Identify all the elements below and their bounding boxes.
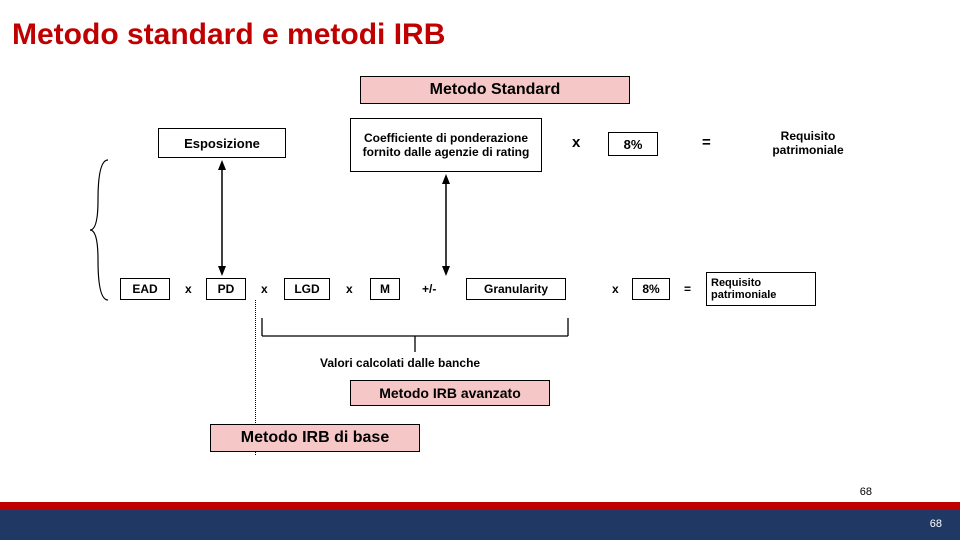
op-x-ead-pd: x (185, 282, 192, 296)
box-8pct-row1: 8% (608, 132, 658, 156)
box-m: M (370, 278, 400, 300)
box-irb-avanzato: Metodo IRB avanzato (350, 380, 550, 406)
op-x-pd-lgd: x (261, 282, 268, 296)
box-ead: EAD (120, 278, 170, 300)
page-number-b: 68 (930, 518, 942, 530)
op-eq-row2: = (684, 282, 691, 296)
footer-bar-red (0, 502, 960, 510)
op-x-gran-8: x (612, 282, 619, 296)
footer-bar-navy (0, 510, 960, 540)
box-esposizione: Esposizione (158, 128, 286, 158)
op-x-lgd-m: x (346, 282, 353, 296)
box-irb-base: Metodo IRB di base (210, 424, 420, 452)
op-pm: +/- (422, 282, 436, 296)
box-coefficiente: Coefficiente di ponderazione fornito dal… (350, 118, 542, 172)
page-number-a: 68 (860, 486, 872, 498)
page-title: Metodo standard e metodi IRB (12, 18, 445, 52)
header-metodo-standard: Metodo Standard (360, 76, 630, 104)
box-granularity: Granularity (466, 278, 566, 300)
box-8pct-row2: 8% (632, 278, 670, 300)
box-lgd: LGD (284, 278, 330, 300)
box-requisito-row1: Requisito patrimoniale (748, 126, 868, 160)
op-x-row1: x (572, 134, 580, 151)
caption-valori: Valori calcolati dalle banche (320, 356, 480, 370)
box-pd: PD (206, 278, 246, 300)
op-eq-row1: = (702, 134, 711, 151)
box-requisito-row2: Requisito patrimoniale (706, 272, 816, 306)
